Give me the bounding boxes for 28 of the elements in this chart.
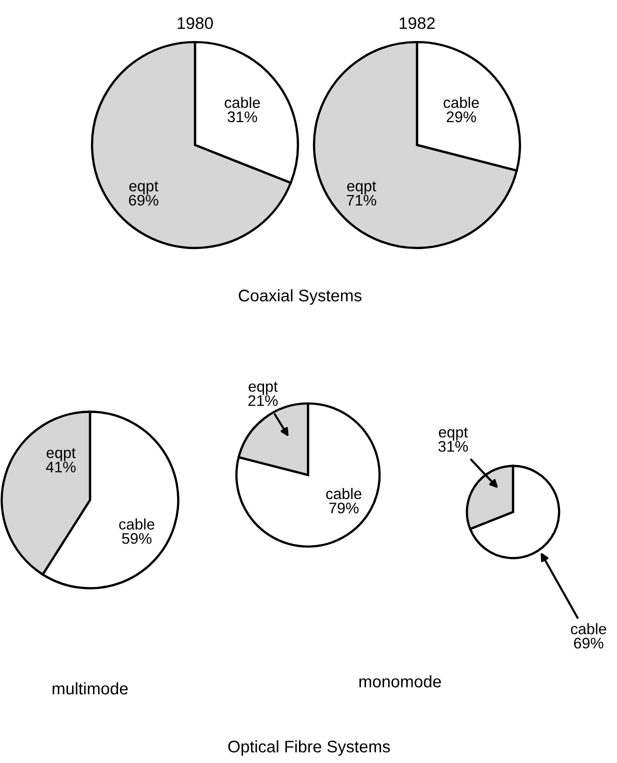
data-label: 69% bbox=[129, 194, 158, 206]
text: multimode bbox=[52, 682, 128, 694]
data-label: 71% bbox=[346, 194, 376, 206]
data-label: 79% bbox=[329, 502, 359, 514]
text: Optical Fibre Systems bbox=[228, 740, 390, 756]
pie-slice bbox=[312, 40, 518, 250]
text: monomode bbox=[359, 675, 441, 688]
slice-label: cable bbox=[444, 96, 479, 108]
text: Coaxial Systems bbox=[238, 289, 362, 305]
slice-label: eqpt bbox=[46, 448, 76, 462]
chart-title: 1980 bbox=[178, 17, 213, 30]
data-label: 29% bbox=[446, 111, 476, 122]
data-label: 31% bbox=[228, 111, 258, 122]
slice-label: eqpt bbox=[438, 428, 468, 441]
data-label: 59% bbox=[122, 533, 152, 544]
data-label: 21% bbox=[248, 395, 278, 406]
data-label: 41% bbox=[46, 462, 76, 472]
slice-label: cable bbox=[224, 96, 260, 108]
pie-slice bbox=[469, 464, 560, 560]
data-label: 31% bbox=[438, 440, 468, 452]
data-label: 69% bbox=[574, 638, 604, 649]
slice-label: cable bbox=[119, 518, 154, 530]
slice-label: eqpt bbox=[347, 181, 376, 194]
slice-label: eqpt bbox=[129, 181, 158, 194]
chart-title: 1982 bbox=[400, 17, 435, 30]
slice-label: cable bbox=[326, 488, 362, 500]
slice-label: eqpt bbox=[248, 382, 278, 395]
slice-label: cable bbox=[570, 623, 606, 634]
